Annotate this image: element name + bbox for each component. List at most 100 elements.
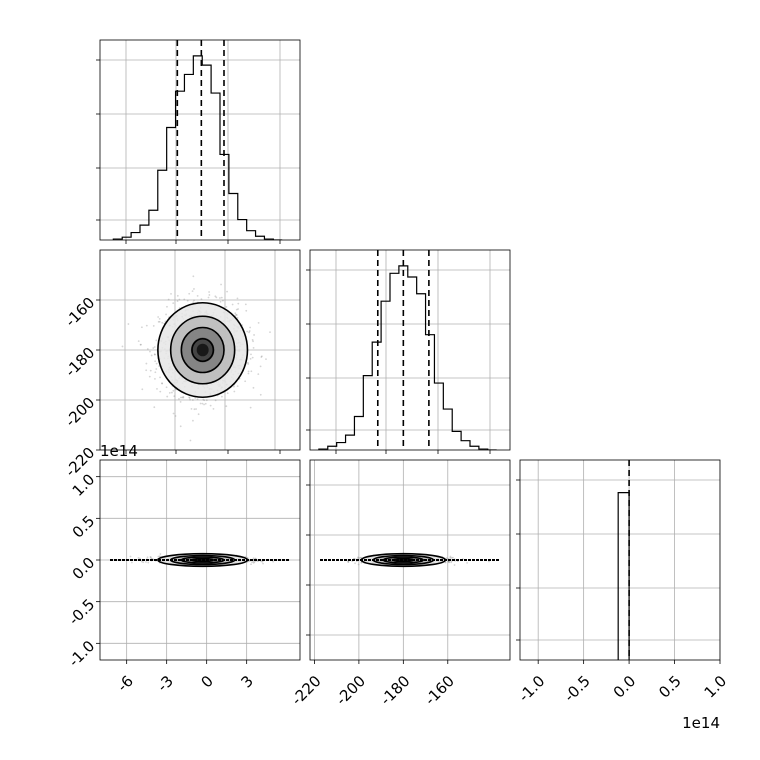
scatter-point xyxy=(140,343,142,346)
scatter-point xyxy=(153,406,156,409)
x-tick-label: -1.0 xyxy=(515,672,548,705)
scatter-point xyxy=(250,563,252,566)
x-tick-label: -6 xyxy=(114,672,137,695)
scatter-point xyxy=(249,406,252,409)
scatter-point xyxy=(215,296,218,299)
scatter-point xyxy=(165,386,168,389)
scatter-point xyxy=(190,407,193,410)
scatter-point xyxy=(157,555,160,558)
scatter-point xyxy=(360,556,363,559)
scatter-point xyxy=(221,299,224,302)
scatter-point xyxy=(192,301,195,304)
scatter-point xyxy=(146,348,149,350)
scatter-point xyxy=(357,563,360,566)
scatter-point xyxy=(233,390,236,393)
scatter-point xyxy=(360,561,363,564)
scatter-point xyxy=(161,321,164,324)
y-tick-label: -160 xyxy=(62,294,99,331)
scatter-point xyxy=(161,382,163,385)
scatter-point xyxy=(235,314,237,316)
panel-content xyxy=(100,40,300,240)
histogram-step xyxy=(617,492,630,660)
scatter-point xyxy=(244,380,247,383)
scatter-point xyxy=(192,419,194,422)
panel-content xyxy=(310,250,510,450)
scatter-point xyxy=(158,317,161,320)
scatter-point xyxy=(147,561,150,564)
scatter-point xyxy=(252,340,254,343)
scatter-point xyxy=(447,560,450,563)
scatter-point xyxy=(250,353,252,356)
scatter-point xyxy=(154,360,157,363)
scatter-point xyxy=(236,316,239,319)
contour-line xyxy=(169,315,236,385)
scatter-point xyxy=(252,346,255,349)
scatter-point xyxy=(155,362,158,365)
scatter-point xyxy=(165,313,167,316)
scatter-point xyxy=(145,362,148,365)
scatter-point xyxy=(347,560,350,563)
scatter-point xyxy=(167,298,170,301)
scatter-point xyxy=(188,396,191,399)
x-tick-label: -200 xyxy=(332,672,369,709)
x-tick-label: 3 xyxy=(237,672,256,691)
scatter-point xyxy=(448,561,450,564)
scatter-point xyxy=(265,358,267,361)
x-tick-label: -160 xyxy=(421,672,458,709)
scatter-point xyxy=(259,393,262,396)
scatter-point xyxy=(142,561,145,564)
x-tick-label: -180 xyxy=(377,672,414,709)
histogram-step xyxy=(112,55,283,240)
scatter-point xyxy=(182,395,185,398)
scatter-point xyxy=(137,556,140,559)
scatter-point xyxy=(145,369,148,372)
scatter-point xyxy=(357,557,360,559)
scatter-point xyxy=(226,290,228,293)
scatter-point xyxy=(140,326,143,329)
scatter-point xyxy=(251,356,254,359)
scatter-point xyxy=(173,395,176,398)
scatter-point xyxy=(247,363,250,365)
scatter-point xyxy=(208,291,210,293)
scatter-point xyxy=(192,275,195,278)
scatter-point xyxy=(261,560,264,563)
scatter-point xyxy=(245,309,248,312)
scatter-point xyxy=(203,403,205,406)
scatter-point xyxy=(233,385,235,388)
scatter-point xyxy=(359,556,362,559)
scatter-point xyxy=(220,283,222,286)
scatter-point xyxy=(444,561,447,564)
contour-line xyxy=(180,326,225,374)
scatter-point xyxy=(450,556,453,559)
scatter-point xyxy=(191,290,194,293)
panel-content xyxy=(100,250,300,450)
scatter-point xyxy=(140,560,143,563)
density-level xyxy=(196,343,209,357)
scatter-point xyxy=(358,557,361,559)
scatter-point xyxy=(139,557,141,560)
scatter-point xyxy=(220,296,223,299)
scatter-point xyxy=(449,556,452,559)
scatter-point xyxy=(248,331,250,334)
scatter-point xyxy=(234,312,237,315)
scatter-point xyxy=(158,555,161,558)
scatter-point xyxy=(195,408,197,410)
scatter-point xyxy=(178,397,180,400)
scatter-point xyxy=(155,368,158,370)
scatter-point xyxy=(159,390,162,393)
scatter-point xyxy=(272,560,275,563)
scatter-point xyxy=(212,408,215,410)
scatter-point xyxy=(127,323,130,325)
scatter-point xyxy=(189,439,192,442)
scatter-point xyxy=(176,300,179,302)
scatter-point xyxy=(253,334,255,336)
scatter-point xyxy=(446,558,449,561)
scatter-point xyxy=(221,395,223,398)
scatter-point xyxy=(193,299,195,302)
scatter-point xyxy=(137,340,140,343)
scatter-point xyxy=(189,398,191,401)
scatter-point xyxy=(226,392,229,395)
scatter-point xyxy=(188,292,191,295)
panel-content xyxy=(310,460,510,660)
scatter-point xyxy=(252,557,255,560)
